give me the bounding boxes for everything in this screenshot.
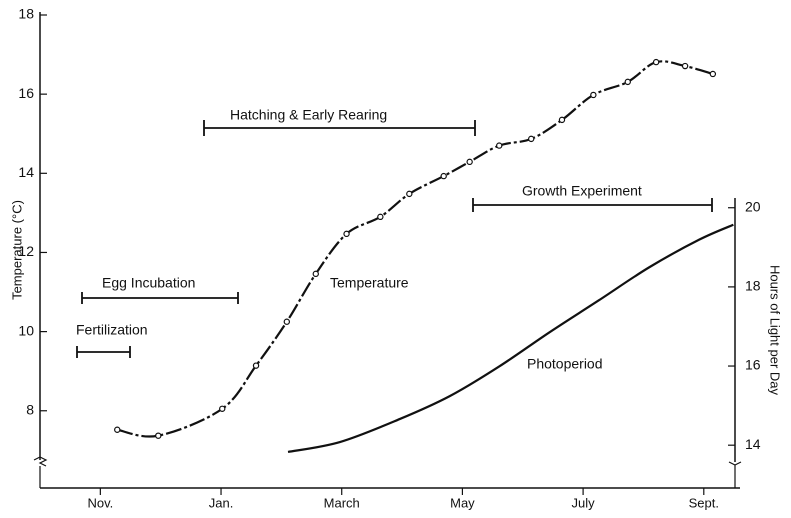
data-point: [406, 190, 413, 198]
x-tick-label: Nov.: [87, 495, 113, 510]
series-line: [287, 223, 734, 454]
x-tick-label: Jan.: [209, 495, 234, 510]
data-point: [252, 362, 260, 369]
axis-break: [728, 461, 742, 488]
y-tick-label: 18: [18, 6, 34, 22]
y-tick-label: 16: [18, 85, 34, 101]
data-point: [114, 426, 121, 433]
data-point: [624, 78, 631, 86]
x-tick-label: July: [572, 495, 596, 510]
y2-tick-label: 20: [745, 198, 761, 214]
x-tick-label: May: [450, 495, 475, 510]
y-tick-label: 14: [18, 164, 34, 180]
data-point: [155, 432, 162, 439]
annotation: Fertilization: [76, 322, 148, 338]
series-line: [117, 60, 714, 438]
data-point: [528, 135, 535, 143]
y2-axis-label: Hours of Light per Day: [768, 265, 783, 396]
data-point: [681, 62, 689, 70]
interval-bar: [76, 346, 131, 358]
data-point: [590, 91, 597, 99]
data-point: [709, 70, 717, 78]
x-tick-label: March: [324, 495, 360, 510]
data-point: [652, 58, 660, 66]
data-point: [219, 405, 226, 412]
series-label: Photoperiod: [527, 356, 603, 372]
data-point: [283, 318, 291, 325]
annotation: Growth Experiment: [522, 183, 642, 199]
axis-break: [33, 456, 48, 488]
annotation: Egg Incubation: [102, 275, 195, 291]
data-point: [466, 158, 473, 166]
y-tick-label: 8: [26, 401, 34, 417]
data-point: [377, 213, 384, 221]
interval-bar: [81, 292, 239, 304]
x-tick-label: Sept.: [689, 495, 719, 510]
interval-bar: [472, 198, 713, 212]
y2-tick-label: 18: [745, 278, 761, 294]
data-point: [558, 116, 566, 124]
data-point: [312, 270, 319, 278]
interval-bar: [203, 120, 476, 136]
y2-tick-label: 14: [745, 436, 761, 452]
data-point: [440, 172, 447, 180]
y-tick-label: 10: [18, 322, 34, 338]
y-tick-label: 12: [18, 243, 34, 259]
data-point: [343, 230, 350, 238]
data-point: [496, 142, 503, 149]
annotation: Hatching & Early Rearing: [230, 107, 387, 123]
y-axis-label: Temperature (°C): [9, 200, 24, 300]
series-label: Temperature: [330, 275, 409, 291]
y2-tick-label: 16: [745, 357, 761, 373]
